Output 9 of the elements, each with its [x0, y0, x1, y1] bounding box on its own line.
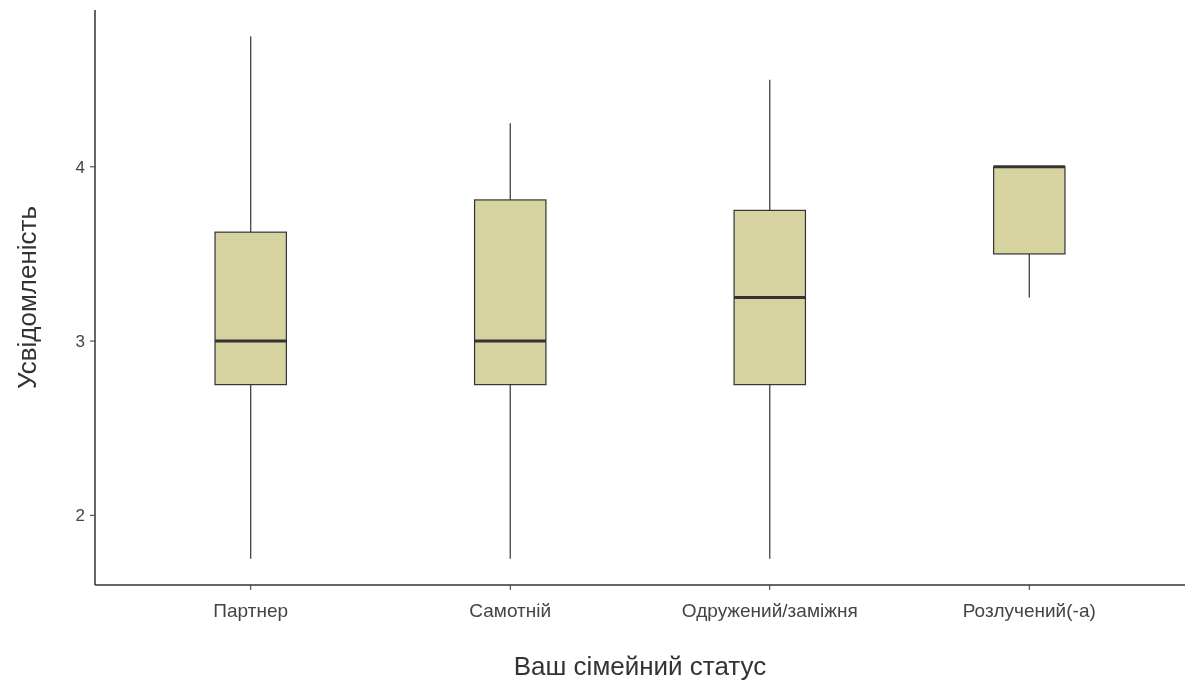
x-tick-label: Партнер: [213, 600, 289, 621]
y-tick-label: 3: [75, 332, 85, 352]
x-tick-label: Самотній: [469, 600, 552, 621]
y-axis-title: Усвідомленість: [12, 205, 42, 390]
x-tick-label: Розлучений(-а): [962, 600, 1096, 621]
y-tick-label: 2: [75, 506, 85, 526]
x-axis-title: Ваш сімейний статус: [513, 651, 767, 681]
x-tick-label: Одружений/заміжня: [681, 600, 858, 621]
y-tick-label: 4: [75, 157, 85, 177]
